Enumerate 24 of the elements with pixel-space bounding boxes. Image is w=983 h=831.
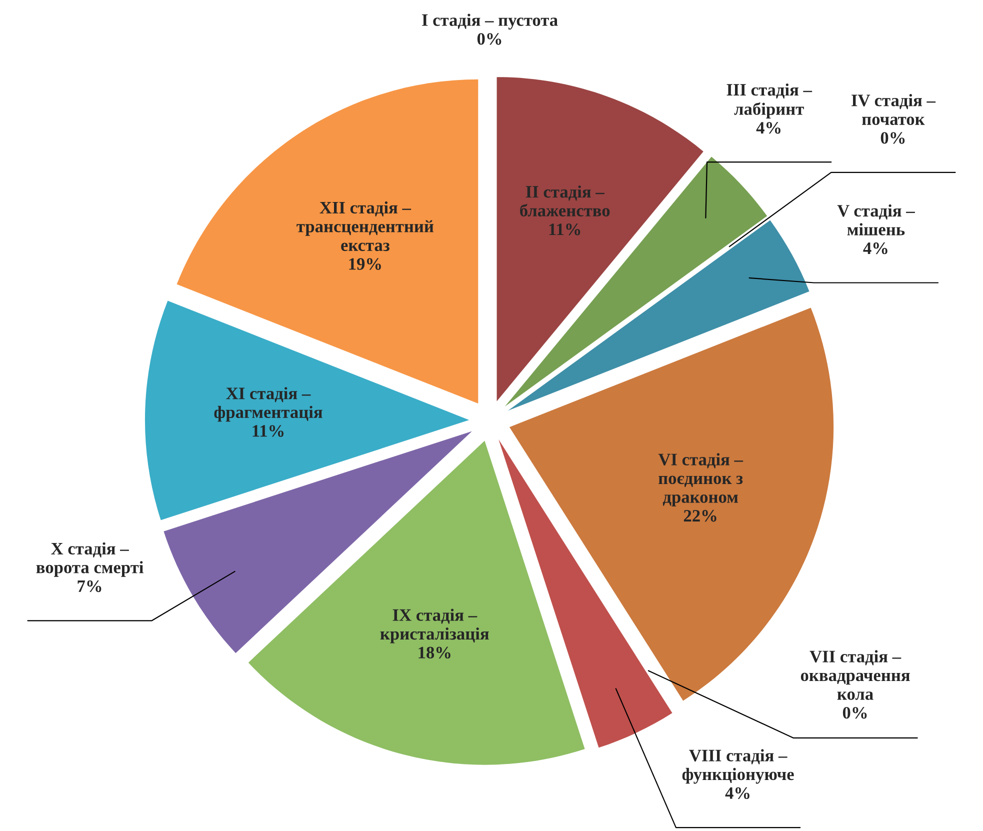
slice-label: XII стадія – трансцендентний екстаз	[296, 201, 434, 252]
slice-label: III стадія – лабіринт	[726, 83, 812, 118]
data-label: 4%	[756, 122, 780, 134]
slice-label: VI стадія – поєдинок з драконом	[658, 453, 744, 506]
data-label: 22%	[684, 510, 716, 522]
slice-label: VIII стадія – функціонуюче	[682, 749, 794, 784]
slice-label: X стадія – ворота смерті	[36, 542, 144, 577]
data-label: 4%	[725, 787, 750, 800]
category-label: IV стадія – початок	[852, 94, 936, 126]
slice-label: XI стадія – фрагментація	[214, 387, 322, 422]
slice-label: II стадія – блаженство	[520, 186, 610, 216]
data-label: 4%	[863, 242, 888, 254]
slice-label: V стадія – мішень	[837, 204, 915, 236]
text: 0%	[880, 132, 905, 144]
data-label: 19%	[349, 258, 381, 270]
data-label: 18%	[418, 646, 450, 659]
slice-label: IX стадія – кристалізація	[380, 608, 489, 644]
text: 0%	[477, 33, 502, 45]
category-label: I стадія – пустота	[422, 14, 558, 30]
data-label: 7%	[78, 580, 102, 592]
data-label: 11%	[549, 224, 580, 236]
data-label: 11%	[252, 425, 284, 437]
category-label: VII стадія – оквадрачення кола	[800, 650, 910, 700]
text: 0%	[842, 706, 867, 719]
